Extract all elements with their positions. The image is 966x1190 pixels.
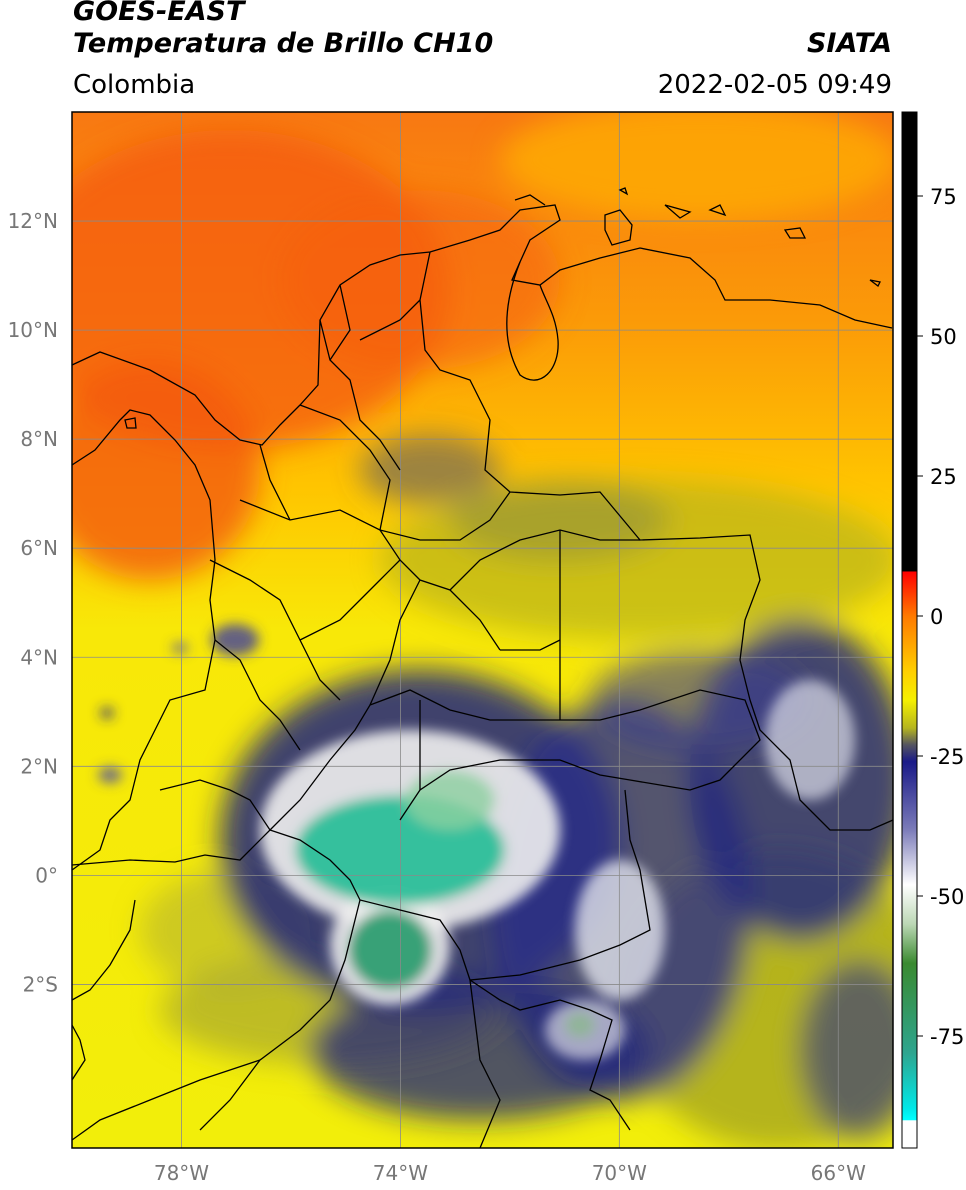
lat-tick-label: 8°N [20, 427, 58, 451]
lon-tick-label: 78°W [154, 1161, 209, 1185]
colorbar-tick-label: 25 [930, 465, 957, 489]
datetime-label: 2022-02-05 09:49 [657, 70, 892, 100]
lon-tick-label: 70°W [592, 1161, 647, 1185]
lat-tick-label: 10°N [8, 318, 58, 342]
lat-tick-label: 0° [35, 863, 58, 887]
lat-tick-label: 6°N [20, 536, 58, 560]
product-title: Temperatura de Brillo CH10 [73, 28, 494, 59]
colorbar-tick-label: -75 [930, 1025, 964, 1049]
lon-tick-label: 74°W [373, 1161, 428, 1185]
map-frame [71, 111, 894, 1149]
lat-tick-label: 2°N [20, 754, 58, 778]
colorbar-tick-label: -25 [930, 745, 964, 769]
colorbar-frame [901, 111, 918, 1149]
colorbar-tick-label: 0 [930, 605, 943, 629]
brightness-temperature-field [72, 112, 893, 1148]
source-label: SIATA [806, 28, 892, 59]
lat-tick-label: 12°N [8, 209, 58, 233]
lon-tick-label: 66°W [811, 1161, 866, 1185]
colorbar-tick-label: -50 [930, 885, 964, 909]
lat-tick-label: 4°N [20, 645, 58, 669]
colorbar-gradient [902, 112, 917, 1148]
lat-tick-label: 2°S [23, 972, 58, 996]
colorbar: 75 50 25 0 -25 -50 -75 [901, 111, 964, 1149]
coastlines-borders [72, 187, 893, 1148]
graticule [72, 112, 893, 1148]
colorbar-tick-label: 50 [930, 325, 957, 349]
latitude-labels: 12°N 10°N 8°N 6°N 4°N 2°N 0° 2°S [8, 209, 58, 996]
colorbar-ticks: 75 50 25 0 -25 -50 -75 [917, 185, 964, 1049]
satellite-title: GOES-EAST [73, 0, 245, 27]
colorbar-tick-label: 75 [930, 185, 957, 209]
longitude-labels: 78°W 74°W 70°W 66°W [154, 1161, 866, 1185]
region-label: Colombia [73, 70, 196, 100]
